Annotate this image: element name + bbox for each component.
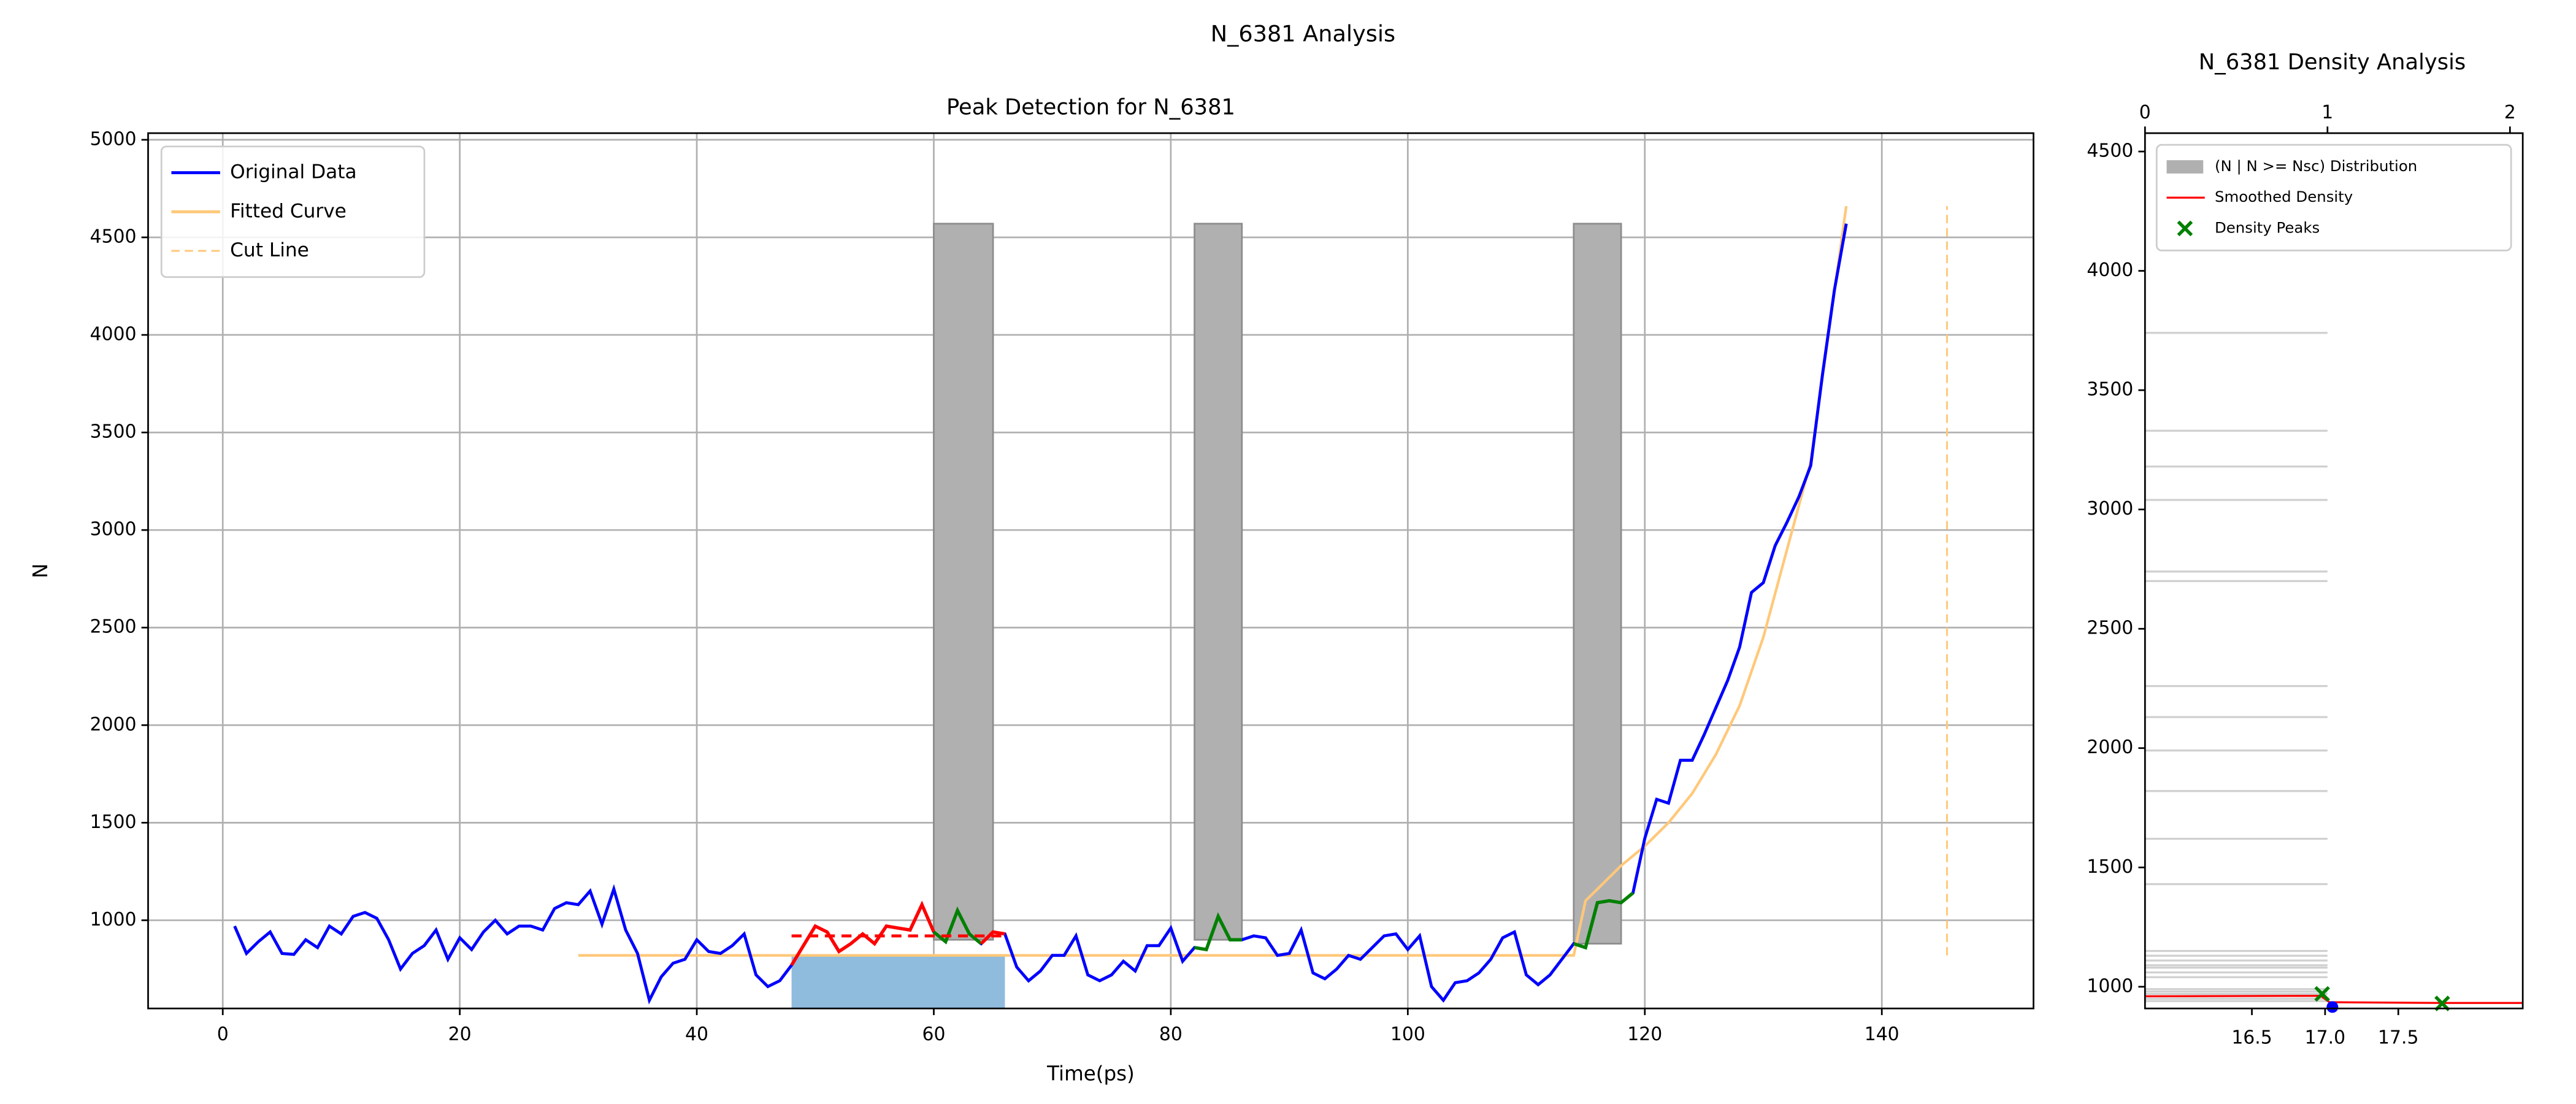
distribution-bar <box>2145 883 2328 886</box>
y-tick-label: 4500 <box>2087 140 2133 162</box>
legend-label: Original Data <box>230 161 356 183</box>
distribution-bar <box>2145 749 2328 752</box>
legend-label: Cut Line <box>230 239 309 261</box>
series-line <box>578 205 1848 957</box>
x-tick-label: 80 <box>1159 1024 1183 1045</box>
distribution-bar <box>2145 971 2328 974</box>
y-tick-label: 1000 <box>2087 975 2133 997</box>
y-tick-label: 2500 <box>2087 618 2133 639</box>
y-tick-label: 2000 <box>2087 737 2133 758</box>
highlight-segment <box>1573 891 1635 950</box>
legend-box <box>2155 144 2512 251</box>
legend-label: Fitted Curve <box>230 200 347 222</box>
distribution-bar <box>2145 964 2328 967</box>
distribution-bar <box>2145 949 2328 953</box>
highlight-segment <box>979 930 1005 945</box>
distribution-bar <box>2145 429 2328 432</box>
y-tick-label: 2500 <box>90 616 137 638</box>
legend-box <box>160 145 426 278</box>
distribution-bar <box>2145 954 2328 957</box>
distribution-bar <box>2145 967 2328 969</box>
distribution-bar <box>2145 332 2328 334</box>
distribution-bar <box>2145 990 2328 993</box>
axes-frame <box>147 132 2034 1010</box>
x-tick-label: 17.5 <box>2378 1027 2418 1049</box>
x-tick-label: 0 <box>217 1024 229 1045</box>
x-tick-label: 60 <box>922 1024 945 1045</box>
x-axis-label: Time(ps) <box>1046 1062 1135 1086</box>
y-tick-label: 4500 <box>90 226 137 247</box>
distribution-bar <box>2145 466 2328 468</box>
y-tick-label: 4000 <box>90 324 137 345</box>
axes-frame <box>2144 132 2524 1010</box>
x-tick-label: 17.0 <box>2305 1027 2345 1049</box>
y-tick-label: 3500 <box>90 421 137 443</box>
legend-swatch <box>2166 160 2204 174</box>
y-tick-label: 1500 <box>90 811 137 833</box>
x-tick-label: 140 <box>1865 1024 1899 1045</box>
legend-label: Smoothed Density <box>2215 188 2353 205</box>
y-tick-label: 2000 <box>90 714 137 735</box>
distribution-bar <box>2145 684 2328 688</box>
axes-title: Peak Detection for N_6381 <box>946 94 1235 120</box>
density-peak <box>2314 986 2330 1002</box>
y-tick-label: 3000 <box>90 519 137 540</box>
distribution-bar <box>2145 499 2328 501</box>
y-tick-label: 5000 <box>90 128 137 150</box>
figure-title: N_6381 Analysis <box>1211 21 1395 47</box>
legend-label: Density Peaks <box>2215 218 2320 236</box>
highlight-segment <box>932 906 983 945</box>
x-tick-label: 16.5 <box>2231 1027 2272 1049</box>
top-x-tick-label: 0 <box>2139 102 2151 123</box>
distribution-bar <box>2145 997 2328 1000</box>
top-x-tick-label: 1 <box>2321 102 2333 123</box>
distribution-bar <box>2145 570 2328 573</box>
y-tick-label: 4000 <box>2087 259 2133 281</box>
highlight-segment <box>1194 912 1242 952</box>
distribution-bar <box>2145 976 2328 978</box>
y-axis-label: N <box>29 563 52 578</box>
distribution-bar <box>2145 716 2328 718</box>
distribution-bar <box>2145 580 2328 583</box>
y-tick-label: 3000 <box>2087 498 2133 519</box>
distribution-bar <box>2145 790 2328 792</box>
x-tick-label: 40 <box>685 1024 708 1045</box>
top-x-tick-label: 2 <box>2504 102 2516 123</box>
x-tick-label: 20 <box>448 1024 472 1045</box>
y-tick-label: 1000 <box>90 909 137 930</box>
y-tick-label: 3500 <box>2087 379 2133 401</box>
distribution-bar <box>2145 1000 2328 1002</box>
detection-region <box>791 955 1005 1009</box>
axes-title: N_6381 Density Analysis <box>2199 50 2466 75</box>
highlight-segment <box>790 900 935 967</box>
peak-bar <box>1194 223 1243 941</box>
legend-swatch <box>2177 220 2193 237</box>
peak-bar <box>1573 223 1622 945</box>
distribution-bar <box>2145 992 2328 995</box>
legend-label: (N | N >= Nsc) Distribution <box>2215 157 2417 175</box>
distribution-bar <box>2145 988 2328 991</box>
x-tick-label: 100 <box>1390 1024 1425 1045</box>
y-tick-label: 1500 <box>2087 856 2133 878</box>
distribution-bar <box>2145 959 2328 962</box>
point <box>2326 1001 2339 1013</box>
distribution-bar <box>2145 837 2328 840</box>
x-tick-label: 120 <box>1627 1024 1662 1045</box>
peak-bar <box>933 223 994 941</box>
